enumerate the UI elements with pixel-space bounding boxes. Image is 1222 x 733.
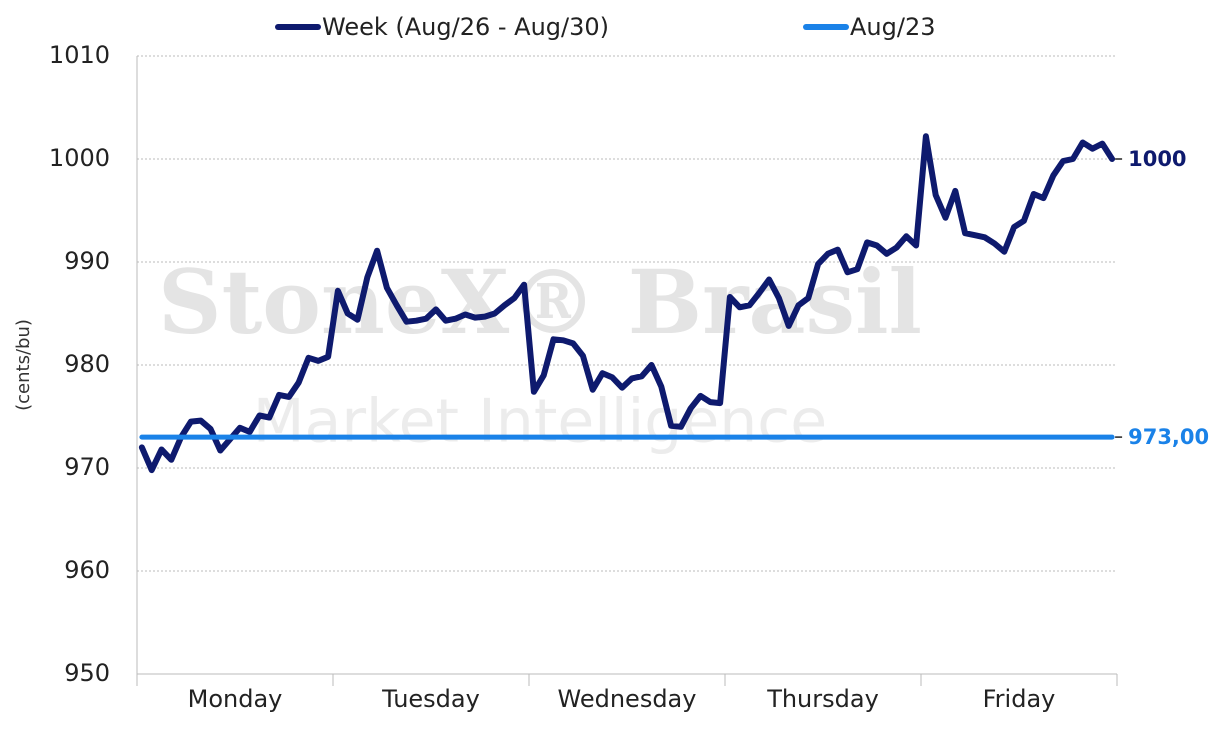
y-tick-label: 970	[64, 453, 110, 481]
x-tick-label: Tuesday	[381, 685, 480, 713]
y-tick-label: 1010	[49, 41, 110, 69]
watermark: Market Intelligence	[253, 387, 827, 457]
end-label: 1000	[1128, 147, 1186, 171]
y-tick-label: 960	[64, 556, 110, 584]
y-tick-label: 990	[64, 247, 110, 275]
x-tick-label: Friday	[983, 685, 1056, 713]
y-tick-label: 950	[64, 659, 110, 687]
watermark: StoneX® Brasil	[158, 250, 922, 354]
x-tick-label: Thursday	[766, 685, 879, 713]
x-tick-label: Monday	[188, 685, 283, 713]
y-tick-label: 1000	[49, 144, 110, 172]
series-line	[138, 133, 1116, 474]
y-tick-label: 980	[64, 350, 110, 378]
end-label: 973,00	[1128, 425, 1209, 449]
legend-label: Week (Aug/26 - Aug/30)	[322, 13, 609, 41]
y-axis-label: (cents/bu)	[13, 319, 34, 411]
legend-label: Aug/23	[850, 13, 936, 41]
x-tick-label: Wednesday	[558, 685, 697, 713]
